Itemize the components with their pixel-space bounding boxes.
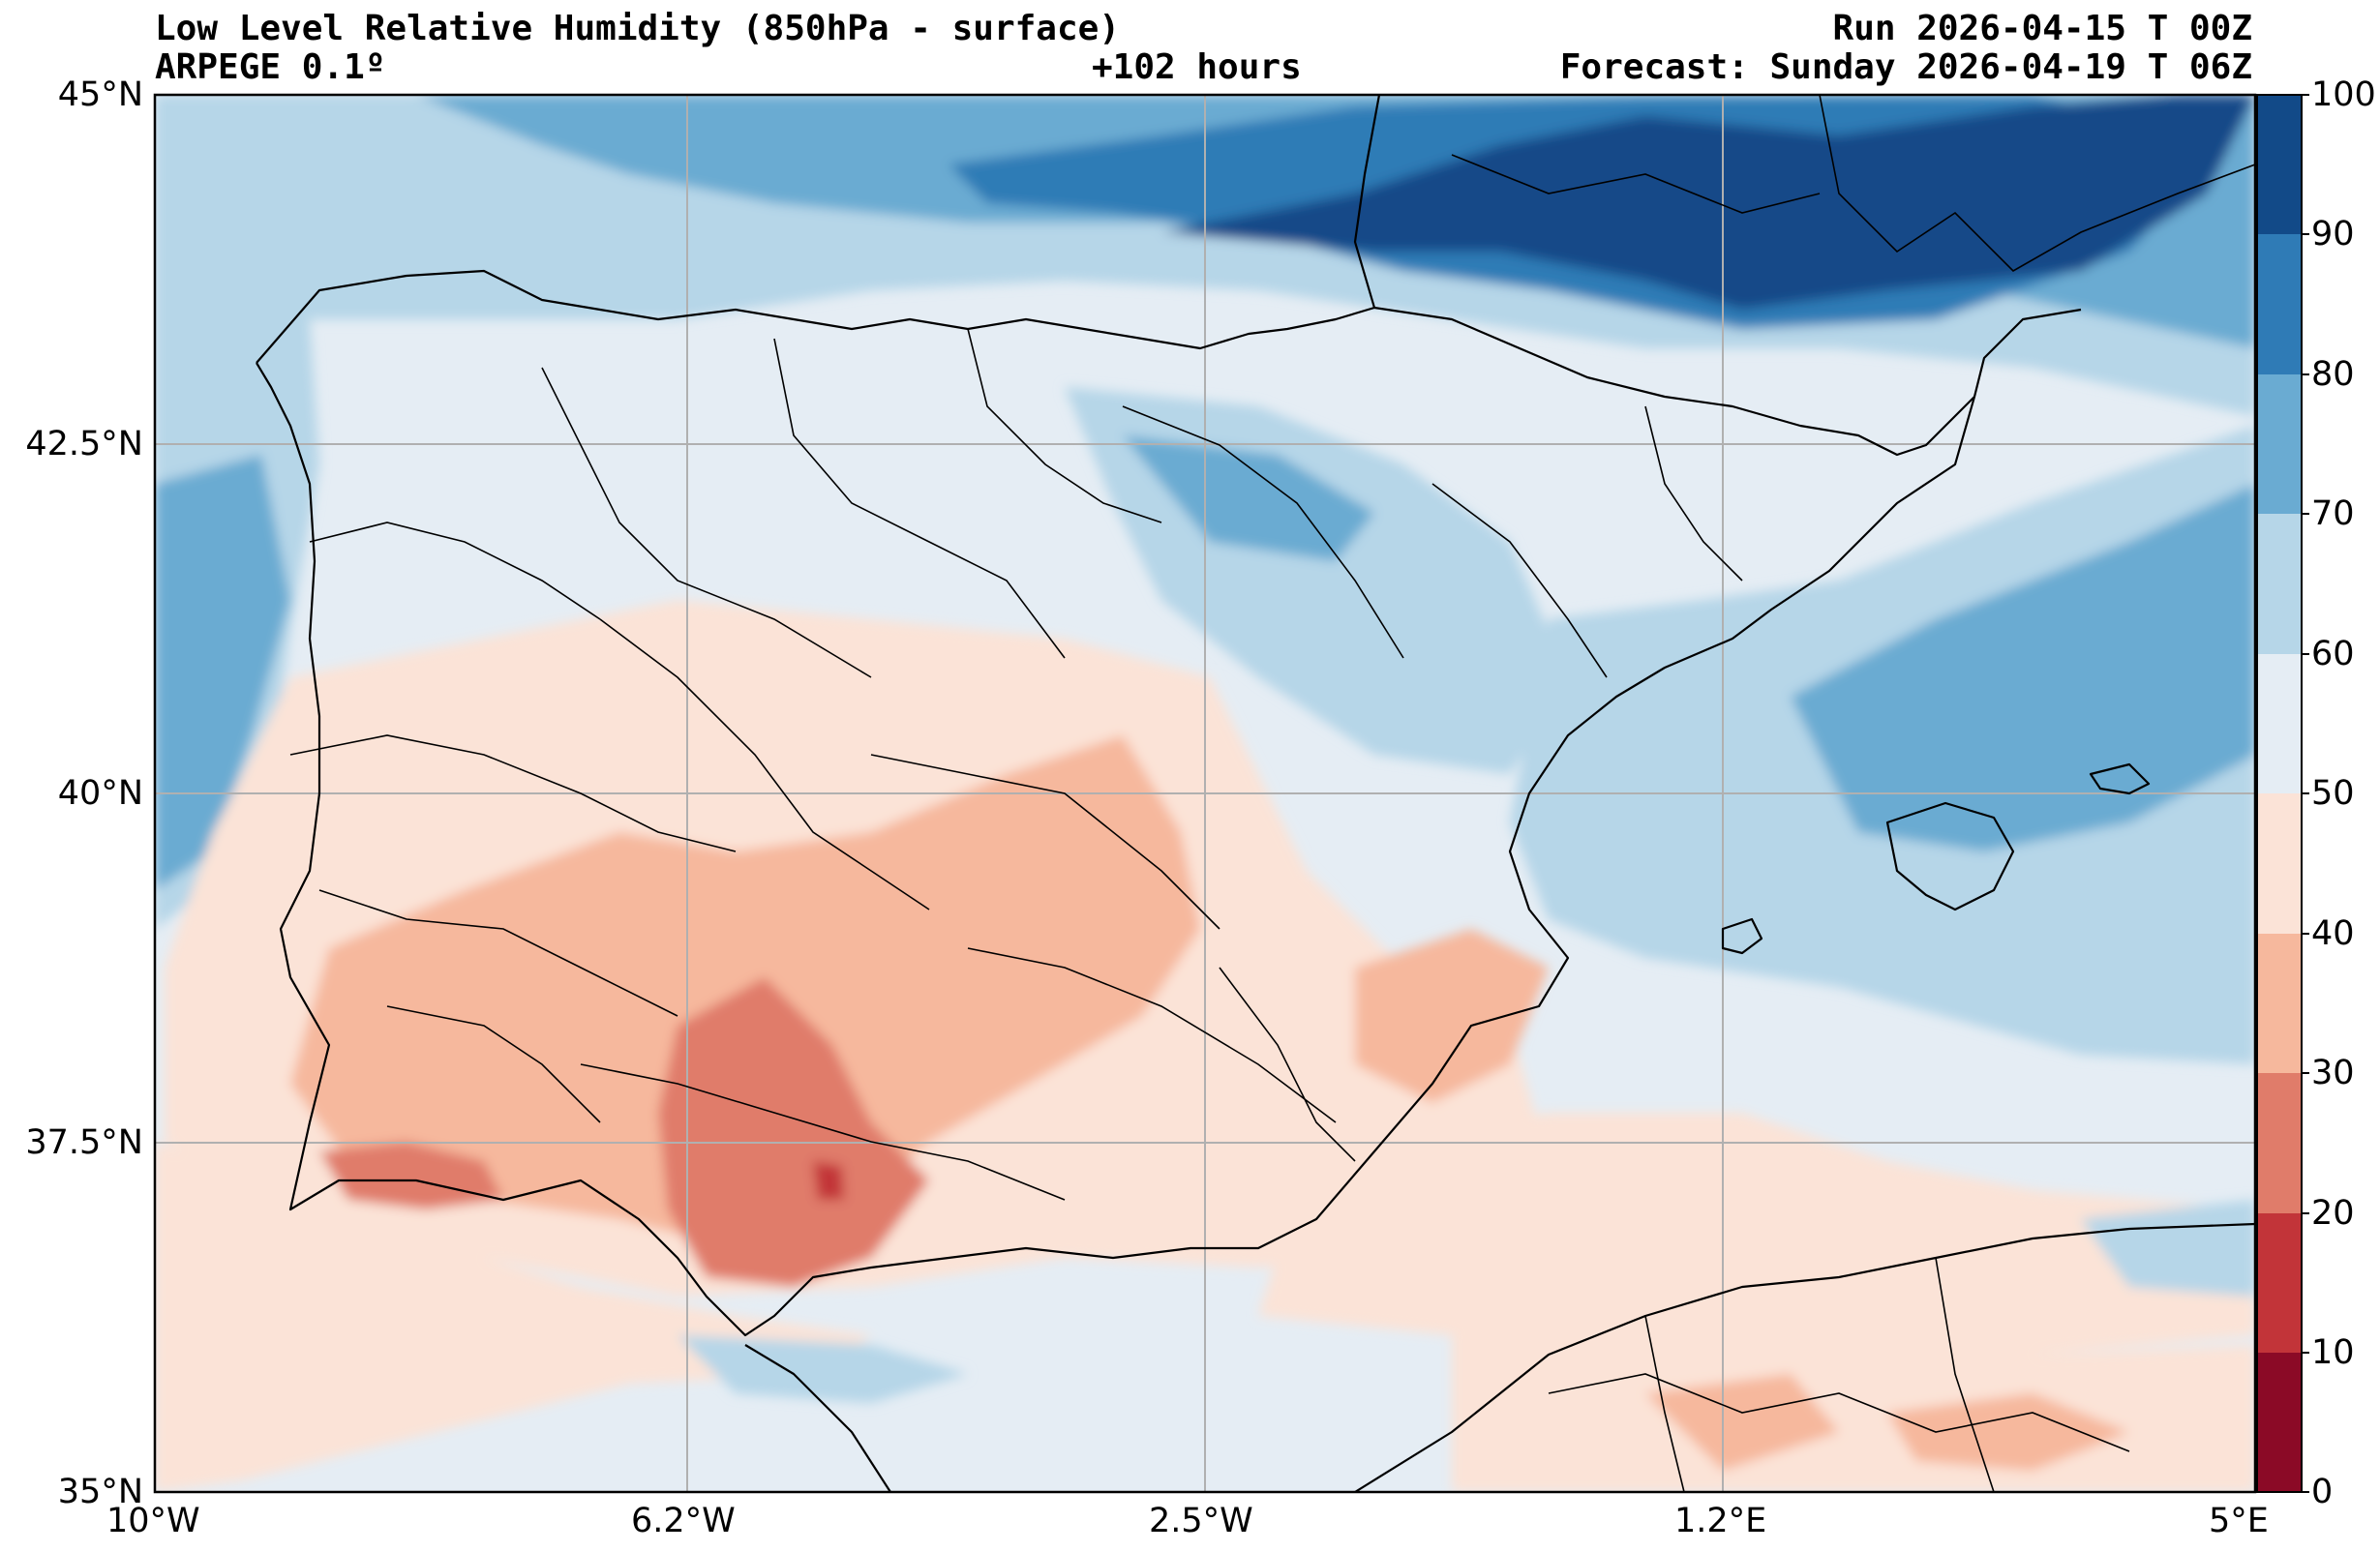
colorbar-segment — [2257, 1353, 2302, 1492]
colorbar-label: 100 — [2311, 75, 2376, 114]
lat-tick-label: 42.5°N — [25, 425, 143, 463]
colorbar-label: 40 — [2311, 914, 2355, 953]
colorbar-segment — [2257, 374, 2302, 514]
lat-tick-label: 37.5°N — [25, 1123, 143, 1162]
lon-tick-label: 5°E — [2209, 1502, 2269, 1540]
colorbar-segment — [2257, 654, 2302, 793]
run-time: Run 2026-04-15 T 00Z — [1832, 9, 2252, 48]
colorbar-label: 20 — [2311, 1194, 2355, 1233]
colorbar-segment — [2257, 793, 2302, 934]
coastlines — [256, 95, 2255, 1492]
lat-tick-label: 45°N — [57, 75, 143, 114]
model-label: ARPEGE 0.1º — [155, 47, 386, 87]
lat-tick-label: 40°N — [57, 774, 143, 813]
lon-tick-label: 2.5°W — [1149, 1502, 1253, 1540]
colorbar-label: 70 — [2311, 494, 2355, 533]
colorbar-label: 30 — [2311, 1054, 2355, 1092]
colorbar-label: 90 — [2311, 215, 2355, 254]
lon-tick-label: 6.2°W — [631, 1502, 736, 1540]
colorbar-segment — [2257, 934, 2302, 1073]
colorbar — [2256, 94, 2309, 1493]
lon-tick-label: 1.2°E — [1674, 1502, 1767, 1540]
forecast-time: Forecast: Sunday 2026-04-19 T 06Z — [1559, 47, 2252, 87]
colorbar-label: 10 — [2311, 1333, 2355, 1372]
lat-tick-label: 35°N — [57, 1473, 143, 1511]
colorbar-segment — [2257, 95, 2302, 234]
colorbar-label: 0 — [2311, 1473, 2334, 1511]
colorbar-label: 50 — [2311, 774, 2355, 813]
colorbar-segment — [2257, 234, 2302, 374]
map-title: Low Level Relative Humidity (850hPa - su… — [155, 9, 1120, 48]
colorbar-segment — [2257, 514, 2302, 654]
admin-borders — [289, 95, 2255, 1492]
lead-time: +102 hours — [1092, 47, 1302, 87]
colorbar-label: 80 — [2311, 355, 2355, 394]
colorbar-label: 60 — [2311, 635, 2355, 673]
map-frame — [153, 93, 2257, 1494]
lon-tick-label: 10°W — [106, 1502, 200, 1540]
graticule — [155, 95, 2255, 1492]
colorbar-segment — [2257, 1213, 2302, 1353]
colorbar-segment — [2257, 1073, 2302, 1213]
